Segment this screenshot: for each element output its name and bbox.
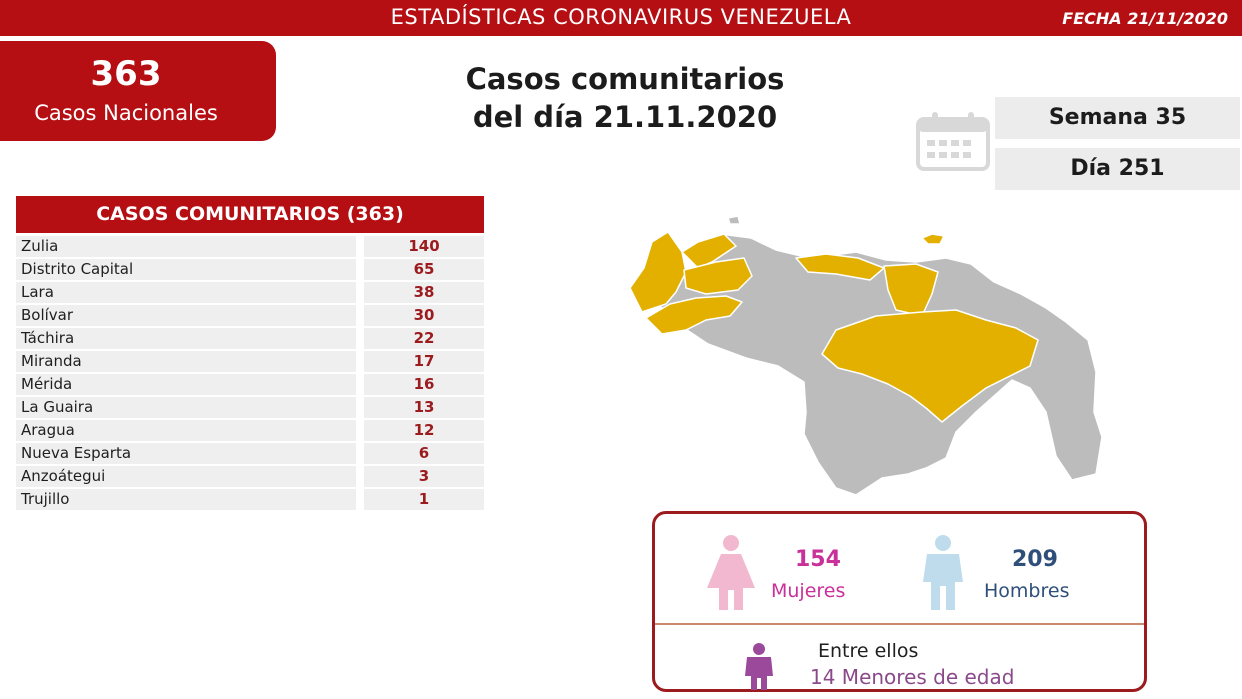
week-indicator: Semana 35: [995, 97, 1240, 139]
state-cases: 6: [364, 443, 484, 464]
minors-intro: Entre ellos: [818, 640, 919, 662]
state-cases: 38: [364, 282, 484, 303]
page-title-line2: del día 21.11.2020: [472, 100, 778, 134]
state-name: Mérida: [16, 374, 356, 395]
women-label: Mujeres: [771, 580, 846, 602]
state-name: Anzoátegui: [16, 466, 356, 487]
state-cases: 65: [364, 259, 484, 280]
table-row: Lara 38: [16, 281, 484, 304]
women-count: 154: [795, 547, 841, 572]
state-name: La Guaira: [16, 397, 356, 418]
map-island: [727, 215, 741, 225]
map-region-andes: [645, 295, 743, 335]
table-row: Aragua 12: [16, 419, 484, 442]
state-name: Trujillo: [16, 489, 356, 510]
table-row: Zulia 140: [16, 235, 484, 258]
table-row: Bolívar 30: [16, 304, 484, 327]
map-region-bolivar: [821, 309, 1039, 423]
day-indicator: Día 251: [995, 148, 1240, 190]
state-name: Aragua: [16, 420, 356, 441]
state-name: Distrito Capital: [16, 259, 356, 280]
top-banner: ESTADÍSTICAS CORONAVIRUS VENEZUELA FECHA…: [0, 0, 1242, 36]
state-name: Táchira: [16, 328, 356, 349]
table-row: Trujillo 1: [16, 488, 484, 511]
national-cases-label: Casos Nacionales: [34, 101, 218, 125]
table-row: La Guaira 13: [16, 396, 484, 419]
page-title-line1: Casos comunitarios: [465, 62, 785, 96]
gender-panel: 154 Mujeres 209 Hombres Entre ellos 14 M…: [652, 511, 1147, 692]
minors-count-text: 14 Menores de edad: [810, 665, 1015, 689]
panel-divider: [655, 623, 1144, 625]
state-name: Miranda: [16, 351, 356, 372]
table-row: Mérida 16: [16, 373, 484, 396]
map-region-anzoategui: [883, 263, 939, 317]
state-cases: 13: [364, 397, 484, 418]
state-cases: 16: [364, 374, 484, 395]
state-cases: 22: [364, 328, 484, 349]
state-name: Nueva Esparta: [16, 443, 356, 464]
men-count: 209: [1012, 547, 1058, 572]
state-cases: 30: [364, 305, 484, 326]
woman-icon: [707, 535, 755, 610]
men-label: Hombres: [984, 580, 1070, 602]
table-row: Táchira 22: [16, 327, 484, 350]
table-header: CASOS COMUNITARIOS (363): [16, 196, 484, 233]
banner-title: ESTADÍSTICAS CORONAVIRUS VENEZUELA: [390, 5, 852, 29]
table-row: Miranda 17: [16, 350, 484, 373]
table-row: Nueva Esparta 6: [16, 442, 484, 465]
state-cases: 3: [364, 466, 484, 487]
map-region-nueva-esparta: [921, 233, 945, 245]
map-region-zulia: [629, 231, 687, 313]
calendar-icon: [916, 112, 990, 171]
state-cases: 12: [364, 420, 484, 441]
table-row: Distrito Capital 65: [16, 258, 484, 281]
national-cases-box: 363 Casos Nacionales: [0, 41, 276, 141]
page-title: Casos comunitarios del día 21.11.2020: [430, 60, 820, 136]
state-cases-table: Zulia 140 Distrito Capital 65 Lara 38 Bolív…: [16, 235, 484, 511]
map-region-center: [795, 253, 885, 281]
child-icon: [745, 643, 773, 690]
national-cases-number: 363: [90, 54, 162, 94]
state-cases: 140: [364, 236, 484, 257]
state-name: Bolívar: [16, 305, 356, 326]
table-row: Anzoátegui 3: [16, 465, 484, 488]
banner-date: FECHA 21/11/2020: [1062, 9, 1228, 28]
state-cases: 17: [364, 351, 484, 372]
state-name: Lara: [16, 282, 356, 303]
state-cases: 1: [364, 489, 484, 510]
map-region-lara: [683, 257, 753, 295]
venezuela-map: [629, 215, 1103, 496]
man-icon: [923, 535, 963, 610]
state-name: Zulia: [16, 236, 356, 257]
